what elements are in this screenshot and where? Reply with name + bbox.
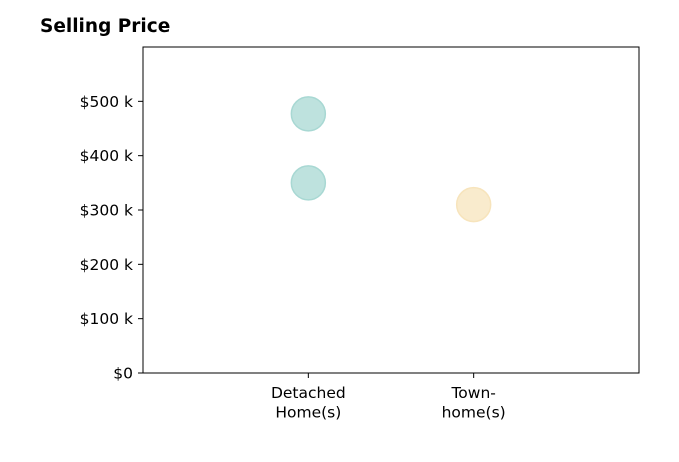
data-point	[455, 186, 492, 223]
data-points	[290, 96, 492, 223]
y-tick-label: $100 k	[80, 310, 133, 328]
y-tick-label: $0	[113, 365, 133, 383]
x-tick-label: Detached Home(s)	[271, 384, 346, 422]
plot-frame	[142, 46, 640, 374]
data-point	[290, 165, 327, 201]
y-tick-label: $300 k	[80, 202, 133, 220]
y-tick-label: $400 k	[80, 147, 133, 165]
chart-title: Selling Price	[40, 16, 171, 37]
y-tick-label: $200 k	[80, 256, 133, 274]
axes: $0 $100 k $200 k $300 k $400 k $500 k Detached…	[80, 46, 640, 422]
data-point	[290, 96, 327, 132]
y-tick-label: $500 k	[80, 93, 133, 111]
x-tick-label: Town-home(s)	[442, 384, 506, 422]
